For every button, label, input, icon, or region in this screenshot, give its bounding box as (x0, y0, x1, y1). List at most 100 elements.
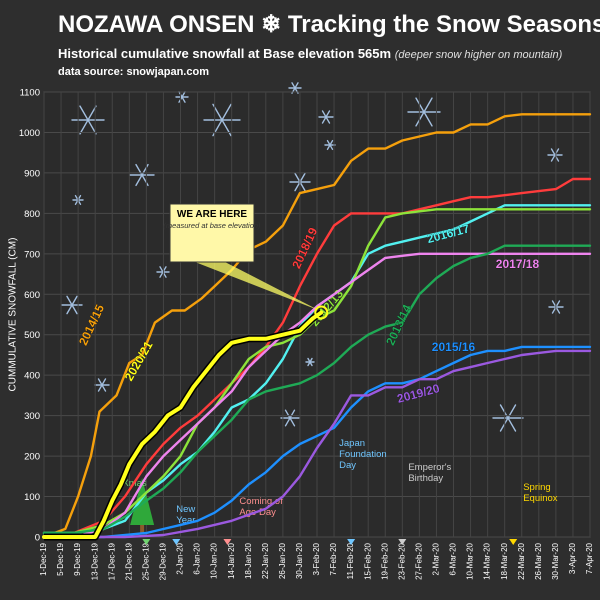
y-tick-label: 800 (24, 209, 40, 220)
subtitle-main: Historical cumulative snowfall at Base e… (58, 46, 392, 61)
snowflake-arm (97, 378, 107, 392)
series-line (42, 252, 592, 539)
y-tick-label: 500 (24, 330, 40, 341)
event-label: Emperor's Birthday (408, 462, 451, 484)
event-marker (398, 539, 407, 545)
snowflake-arm (550, 148, 560, 162)
y-tick-label: 600 (24, 290, 40, 301)
snowflake-arm (66, 295, 78, 315)
snowflake-arm (79, 105, 97, 135)
series-line (42, 113, 592, 539)
x-tick-label: 14-Mar-20 (483, 542, 492, 579)
event-label-line: New (176, 504, 195, 515)
y-tick-label: 1100 (20, 88, 40, 99)
event-label-line: Foundation (339, 449, 387, 460)
y-tick-label: 1000 (19, 128, 40, 139)
x-tick-label: 5-Dec-19 (56, 542, 65, 575)
christmas-tree-icon (130, 478, 155, 533)
y-tick-label: 300 (24, 411, 40, 422)
event-label: Japan Foundation Day (339, 438, 387, 471)
event-label-line: Birthday (408, 473, 443, 484)
snowflake-arm (326, 139, 334, 151)
x-tick-label: 7-Feb-20 (329, 542, 338, 575)
snowflake-arm (212, 103, 232, 137)
event-marker (223, 539, 232, 545)
x-tick-label: 29-Dec-19 (159, 542, 168, 580)
snowflake-icon (203, 103, 241, 137)
chart-subtitle: Historical cumulative snowfall at Base e… (58, 46, 562, 61)
x-tick-label: 11-Feb-20 (346, 542, 355, 579)
event-marker (172, 539, 181, 545)
event-label: Spring Equinox (523, 482, 558, 504)
x-tick-label: 9-Dec-19 (73, 542, 82, 575)
snowflake-icon (288, 82, 302, 94)
x-tick-label: 23-Feb-20 (397, 542, 406, 579)
event-label: New Year (176, 504, 195, 526)
y-tick-label: 200 (24, 452, 40, 463)
tree-body (130, 478, 155, 525)
event-marker (509, 539, 518, 545)
snowflake-arm (291, 82, 299, 94)
event-label-line: Spring (523, 482, 550, 493)
event-marker (142, 539, 151, 545)
y-tick-label: 100 (24, 492, 40, 503)
current-position-marker (314, 305, 329, 320)
event-label-line: Year (176, 515, 195, 526)
snowflake-icon (61, 295, 83, 315)
callout-pointer (195, 262, 320, 311)
y-tick-label: 900 (24, 168, 40, 179)
y-tick-label: 700 (24, 249, 40, 260)
event-marker (347, 539, 356, 545)
x-tick-label: 18-Jan-20 (244, 542, 253, 579)
snowflake-icon (407, 97, 441, 127)
callout-heading: WE ARE HERE (177, 209, 248, 220)
x-tick-label: 15-Feb-20 (363, 542, 372, 579)
x-tick-label: 3-Apr-20 (568, 542, 577, 574)
callout-note: (measured at base elevation) (163, 221, 261, 230)
x-tick-label: 10-Mar-20 (466, 542, 475, 579)
x-tick-label: 14-Jan-20 (227, 542, 236, 579)
series-label: 2017/18 (496, 257, 540, 271)
chart-title: NOZAWA ONSEN ❄ Tracking the Snow Seasons (58, 11, 600, 38)
x-tick-label: 2-Mar-20 (432, 542, 441, 575)
x-tick-label: 22-Jan-20 (261, 542, 270, 579)
snowflake-arm (307, 357, 313, 367)
x-tick-label: 6-Jan-20 (193, 542, 202, 574)
x-tick-label: 10-Jan-20 (210, 542, 219, 579)
x-tick-label: 30-Jan-20 (295, 542, 304, 579)
snowflake-icon (492, 404, 524, 432)
subtitle-note: (deeper snow higher on mountain) (394, 49, 563, 61)
callout-box (169, 203, 255, 263)
snowflake-arm (284, 409, 296, 427)
event-label-line: Japan (339, 438, 365, 449)
snowflake-arm (499, 404, 517, 432)
x-tick-label: 13-Dec-19 (90, 542, 99, 580)
x-tick-label: 1-Dec-19 (39, 542, 48, 575)
y-axis-label: CUMMULATIVE SNOWFALL (CM) (8, 238, 19, 392)
series-label: 2015/16 (432, 340, 476, 354)
y-tick-label: 400 (24, 371, 40, 382)
data-source: data source: snowjapan.com (58, 66, 209, 78)
x-tick-label: 22-Mar-20 (517, 542, 526, 579)
snowflake-arm (415, 97, 433, 127)
x-tick-label: 7-Apr-20 (585, 542, 594, 574)
x-tick-label: 26-Jan-20 (278, 542, 287, 579)
x-tick-label: 18-Mar-20 (500, 542, 509, 579)
event-label-line: Coming of (239, 496, 283, 507)
snowflake-icon (280, 409, 300, 427)
event-label-line: Equinox (523, 493, 558, 504)
tree-trunk (140, 525, 145, 533)
x-tick-label: 26-Mar-20 (534, 542, 543, 579)
snowflake-icon (318, 110, 334, 124)
event-label-line: Day (339, 460, 356, 471)
x-tick-label: 2-Jan-20 (176, 542, 185, 574)
series-line (42, 349, 592, 539)
snowflake-icon (547, 148, 563, 162)
x-tick-label: 6-Mar-20 (449, 542, 458, 575)
snowflake-icon (324, 139, 336, 151)
snowflake-icon (305, 357, 315, 367)
x-tick-label: 19-Feb-20 (380, 542, 389, 579)
x-tick-label: 27-Feb-20 (414, 542, 423, 579)
